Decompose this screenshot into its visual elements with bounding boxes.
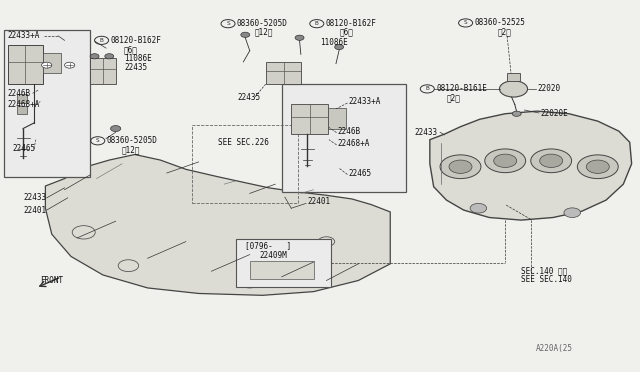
Text: SEE SEC.140: SEE SEC.140 [521,275,572,284]
Text: A220A(25: A220A(25 [536,344,573,353]
Text: （6）: （6） [124,45,138,54]
Text: （12）: （12） [122,145,141,154]
Text: 08120-B162F: 08120-B162F [325,19,376,28]
Text: ＼2＾: ＼2＾ [447,93,460,102]
Text: 11086E: 11086E [320,38,348,47]
Text: SEE SEC.226: SEE SEC.226 [218,138,269,147]
Bar [266,62,301,84]
Bar [17,94,27,103]
Circle shape [499,81,527,97]
Circle shape [295,35,304,40]
Text: （12）: （12） [255,28,273,37]
Text: 22465: 22465 [349,169,372,177]
Circle shape [564,208,580,218]
Text: FRONT: FRONT [40,276,63,285]
Text: 22433: 22433 [23,193,46,202]
Circle shape [449,160,472,173]
Text: 08360-52525: 08360-52525 [474,19,525,28]
Text: （6）: （6） [339,28,353,37]
Text: 22409M: 22409M [259,251,287,260]
Circle shape [65,62,75,68]
Circle shape [335,44,344,49]
Circle shape [493,154,516,167]
Text: B: B [315,21,319,26]
Text: 2246B: 2246B [338,126,361,136]
Bar [236,238,332,287]
Text: SEC.140 参照: SEC.140 参照 [521,266,568,275]
Bar [291,105,328,134]
Text: 08120-B162F: 08120-B162F [111,36,161,45]
Text: [0796-   ]: [0796- ] [245,241,292,250]
Circle shape [484,149,525,173]
Text: 2246B: 2246B [7,89,30,98]
Text: B: B [426,86,429,92]
Circle shape [241,32,250,37]
Text: （2）: （2） [497,27,511,36]
Circle shape [90,54,99,59]
Bar [8,45,44,84]
Text: 22020: 22020 [537,84,560,93]
Text: 08360-5205D: 08360-5205D [106,136,157,145]
Text: 22401: 22401 [307,197,330,206]
Circle shape [111,126,121,132]
Circle shape [577,155,618,179]
Text: 22433: 22433 [415,128,438,137]
Text: 22433+A: 22433+A [349,97,381,106]
Text: 08360-5205D: 08360-5205D [237,19,288,28]
Bar [250,261,314,279]
Bar [328,108,346,129]
Text: 22433+A: 22433+A [7,31,40,41]
Bar [17,106,27,114]
Circle shape [586,160,609,173]
Text: 22401: 22401 [23,206,46,215]
Circle shape [531,149,572,173]
Text: 22435: 22435 [237,93,260,102]
Circle shape [540,154,563,167]
Bar [4,31,90,177]
Bar [282,84,406,192]
Bar [192,125,298,203]
Text: S: S [226,21,230,26]
Text: 22020E: 22020E [540,109,568,118]
Bar [44,52,61,73]
Text: 22468+A: 22468+A [7,100,40,109]
Circle shape [470,203,486,213]
Polygon shape [45,154,390,295]
Text: S: S [464,20,467,25]
Circle shape [512,111,521,116]
Text: B: B [100,38,104,43]
Circle shape [42,62,52,68]
Text: 22465: 22465 [12,144,35,153]
Bar [507,73,520,81]
Circle shape [105,54,114,59]
Polygon shape [430,111,632,220]
Text: 11086E: 11086E [124,54,152,62]
Text: 08120-B161E: 08120-B161E [436,84,487,93]
Circle shape [440,155,481,179]
Text: 22435: 22435 [124,63,147,72]
Text: S: S [96,138,100,143]
Text: 22468+A: 22468+A [338,139,371,148]
Bar [90,58,116,84]
